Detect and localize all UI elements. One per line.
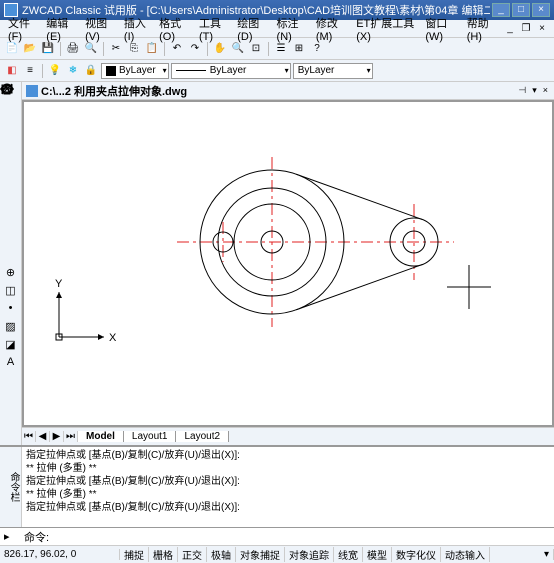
polygon-icon[interactable] bbox=[3, 138, 19, 154]
layer-mgr-icon[interactable]: ≡ bbox=[22, 63, 38, 79]
undo-icon[interactable]: ↶ bbox=[169, 41, 185, 57]
svg-text:X: X bbox=[109, 332, 117, 344]
props-icon[interactable]: ☰ bbox=[273, 41, 289, 57]
drawing-canvas[interactable]: XY bbox=[23, 101, 553, 426]
bulb-icon[interactable]: 💡 bbox=[47, 63, 63, 79]
menu-draw[interactable]: 绘图(D) bbox=[233, 15, 272, 43]
open-icon[interactable]: 📂 bbox=[22, 41, 38, 57]
tab-prev-icon[interactable]: ◀ bbox=[36, 431, 50, 442]
status-polar[interactable]: 极轴 bbox=[207, 547, 236, 562]
new-icon[interactable]: 📄 bbox=[4, 41, 20, 57]
menu-et[interactable]: ET扩展工具(X) bbox=[352, 15, 421, 43]
insert-icon[interactable]: ⊕ bbox=[3, 264, 19, 280]
draw-toolbar: ⊕ ◫ • ▨ ◪ A bbox=[0, 82, 22, 445]
menu-dim[interactable]: 标注(N) bbox=[273, 15, 312, 43]
tab-next-icon[interactable]: ▶ bbox=[50, 431, 64, 442]
circle-icon[interactable] bbox=[3, 192, 19, 208]
tab-layout1[interactable]: Layout1 bbox=[124, 431, 177, 442]
mdi-minimize-button[interactable]: _ bbox=[502, 23, 518, 34]
print-icon[interactable]: 🖨 bbox=[65, 41, 81, 57]
tab-layout2[interactable]: Layout2 bbox=[176, 431, 229, 442]
status-otrack[interactable]: 对象追踪 bbox=[285, 547, 334, 562]
calc-icon[interactable]: ⊞ bbox=[291, 41, 307, 57]
doc-tab-name[interactable]: C:\...2 利用夹点拉伸对象.dwg bbox=[41, 83, 187, 99]
rect-icon[interactable] bbox=[3, 156, 19, 172]
menu-bar: 文件(F) 编辑(E) 视图(V) 插入(I) 格式(O) 工具(T) 绘图(D… bbox=[0, 20, 554, 38]
command-panel-label: 命令栏 bbox=[0, 447, 22, 527]
cut-icon[interactable]: ✂ bbox=[108, 41, 124, 57]
block-icon[interactable]: ◫ bbox=[3, 282, 19, 298]
tab-model[interactable]: Model bbox=[78, 431, 124, 442]
preview-icon[interactable]: 🔍 bbox=[83, 41, 99, 57]
svg-text:Y: Y bbox=[55, 278, 63, 290]
status-osnap[interactable]: 对象捕捉 bbox=[236, 547, 285, 562]
text-icon[interactable]: A bbox=[3, 354, 19, 370]
lock-icon[interactable]: 🔒 bbox=[83, 63, 99, 79]
redo-icon[interactable]: ↷ bbox=[187, 41, 203, 57]
ellipse-icon[interactable] bbox=[3, 228, 19, 244]
command-prompt: 命令: bbox=[24, 529, 49, 545]
paste-icon[interactable]: 📋 bbox=[144, 41, 160, 57]
status-snap[interactable]: 捕捉 bbox=[120, 547, 149, 562]
layers-toolbar: ◧ ≡ 💡 ❄ 🔒 ByLayer ByLayer ByLayer bbox=[0, 60, 554, 82]
doc-dropdown-icon[interactable]: ▾ bbox=[530, 85, 539, 96]
help-icon[interactable]: ? bbox=[309, 41, 325, 57]
mdi-restore-button[interactable]: ❐ bbox=[518, 23, 534, 34]
command-input[interactable] bbox=[53, 531, 550, 543]
command-history[interactable]: 指定拉伸点或 [基点(B)/复制(C)/放弃(U)/退出(X)]: ** 拉伸 … bbox=[22, 447, 554, 527]
menu-insert[interactable]: 插入(I) bbox=[120, 15, 155, 43]
tab-first-icon[interactable]: ⏮ bbox=[22, 431, 36, 442]
region-icon[interactable]: ◪ bbox=[3, 336, 19, 352]
doc-icon bbox=[26, 85, 38, 97]
color-combo[interactable]: ByLayer bbox=[101, 63, 169, 79]
menu-view[interactable]: 视图(V) bbox=[81, 15, 120, 43]
xline-icon[interactable] bbox=[3, 102, 19, 118]
arc-icon[interactable] bbox=[3, 174, 19, 190]
doc-pin-icon[interactable]: ⊣ bbox=[516, 85, 528, 96]
layer-icon[interactable]: ◧ bbox=[4, 63, 20, 79]
freeze-icon[interactable]: ❄ bbox=[65, 63, 81, 79]
menu-modify[interactable]: 修改(M) bbox=[312, 15, 352, 43]
menu-file[interactable]: 文件(F) bbox=[4, 15, 42, 43]
status-dyn[interactable]: 动态输入 bbox=[441, 547, 490, 562]
hatch-icon[interactable]: ▨ bbox=[3, 318, 19, 334]
zoom-icon[interactable]: 🔍 bbox=[230, 41, 246, 57]
doc-close-icon[interactable]: × bbox=[541, 85, 550, 96]
point-icon[interactable]: • bbox=[3, 300, 19, 316]
zoom-ext-icon[interactable]: ⊡ bbox=[248, 41, 264, 57]
status-lwt[interactable]: 线宽 bbox=[334, 547, 363, 562]
save-icon[interactable]: 💾 bbox=[40, 41, 56, 57]
lineweight-combo[interactable]: ByLayer bbox=[293, 63, 373, 79]
status-tray-icon[interactable]: ▾ bbox=[540, 549, 554, 560]
tab-last-icon[interactable]: ⏭ bbox=[64, 431, 78, 442]
status-ortho[interactable]: 正交 bbox=[178, 547, 207, 562]
pan-icon[interactable]: ✋ bbox=[212, 41, 228, 57]
mdi-close-button[interactable]: × bbox=[534, 23, 550, 34]
maximize-button[interactable]: □ bbox=[512, 3, 530, 17]
menu-window[interactable]: 窗口(W) bbox=[421, 15, 462, 43]
coordinates[interactable]: 826.17, 96.02, 0 bbox=[0, 549, 120, 560]
spline-icon[interactable] bbox=[3, 210, 19, 226]
menu-edit[interactable]: 编辑(E) bbox=[42, 15, 81, 43]
status-grid[interactable]: 栅格 bbox=[149, 547, 178, 562]
drawing-svg: XY bbox=[24, 102, 534, 412]
status-model[interactable]: 模型 bbox=[363, 547, 392, 562]
pline-icon[interactable] bbox=[3, 120, 19, 136]
menu-help[interactable]: 帮助(H) bbox=[463, 15, 502, 43]
copy-icon[interactable]: ⎘ bbox=[126, 41, 142, 57]
menu-format[interactable]: 格式(O) bbox=[155, 15, 195, 43]
menu-tools[interactable]: 工具(T) bbox=[195, 15, 233, 43]
ellipse-arc-icon[interactable] bbox=[3, 246, 19, 262]
status-digitizer[interactable]: 数字化仪 bbox=[392, 547, 441, 562]
linetype-combo[interactable]: ByLayer bbox=[171, 63, 291, 79]
close-button[interactable]: × bbox=[532, 3, 550, 17]
cmd-icon: ▸ bbox=[4, 530, 24, 543]
